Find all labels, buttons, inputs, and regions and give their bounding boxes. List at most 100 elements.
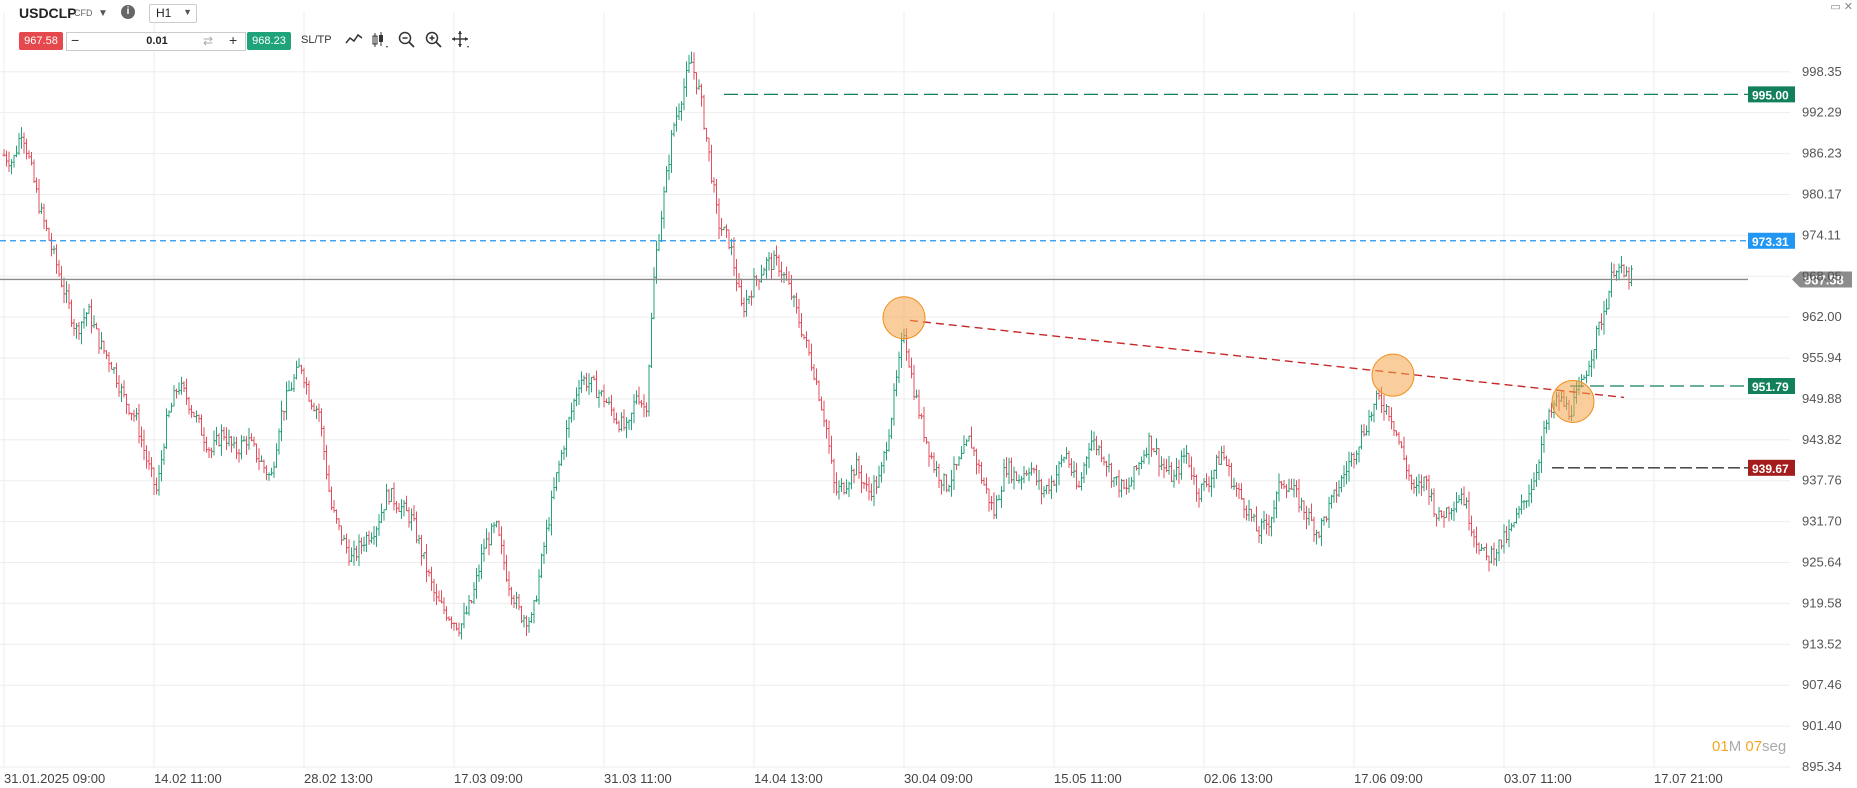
info-icon[interactable]: i bbox=[121, 5, 135, 19]
price-bar bbox=[762, 267, 766, 276]
price-bar bbox=[87, 303, 91, 314]
price-bar bbox=[140, 426, 143, 448]
increase-volume-button[interactable]: + bbox=[229, 32, 238, 48]
price-bar bbox=[107, 352, 111, 373]
price-bar bbox=[300, 364, 303, 374]
crosshair-icon[interactable] bbox=[451, 30, 471, 50]
price-bar bbox=[797, 298, 801, 329]
price-bar bbox=[547, 517, 551, 532]
price-bar bbox=[1032, 467, 1036, 474]
take-profit-tag bbox=[1748, 378, 1795, 395]
price-bar bbox=[1277, 473, 1281, 502]
price-bar bbox=[1307, 508, 1311, 526]
price-bar bbox=[1367, 409, 1371, 436]
price-bar bbox=[1390, 407, 1393, 430]
price-bar bbox=[1540, 436, 1543, 474]
price-bar bbox=[505, 554, 508, 582]
price-bar bbox=[1167, 455, 1171, 475]
price-bar bbox=[745, 289, 748, 317]
symbol-name[interactable]: USDCLP bbox=[19, 5, 77, 21]
price-bar bbox=[1067, 450, 1071, 468]
price-bar bbox=[767, 252, 771, 271]
close-icon[interactable]: ✕ bbox=[1843, 1, 1853, 13]
price-bar bbox=[1507, 519, 1511, 548]
price-bar bbox=[1460, 488, 1463, 505]
price-bar bbox=[875, 476, 878, 495]
price-bar bbox=[400, 499, 403, 520]
price-bar bbox=[1170, 461, 1173, 482]
price-bar bbox=[320, 408, 323, 437]
price-bar bbox=[1425, 475, 1428, 491]
price-bar bbox=[1357, 446, 1361, 463]
decrease-volume-button[interactable]: − bbox=[71, 32, 80, 48]
price-bar bbox=[1027, 467, 1031, 482]
price-bar bbox=[482, 538, 486, 562]
buy-button[interactable]: 968.23 bbox=[247, 32, 291, 50]
volume-stepper[interactable]: − 0.01 ⇄ + bbox=[66, 32, 246, 51]
price-bar bbox=[912, 364, 916, 401]
price-bar bbox=[655, 240, 658, 284]
price-bar bbox=[665, 166, 668, 193]
price-bar bbox=[1000, 486, 1003, 508]
minimize-icon[interactable]: ▭ bbox=[1830, 1, 1841, 13]
sell-button[interactable]: 967.58 bbox=[19, 32, 63, 50]
price-bar bbox=[327, 465, 331, 493]
price-bar bbox=[15, 145, 18, 158]
price-bar bbox=[1147, 432, 1151, 465]
price-bar bbox=[180, 376, 183, 395]
price-bar bbox=[1352, 452, 1356, 469]
timeframe-value: H1 bbox=[156, 6, 172, 20]
price-bar bbox=[240, 435, 243, 460]
price-bar bbox=[935, 461, 938, 477]
line-chart-icon[interactable] bbox=[344, 30, 364, 50]
price-bar bbox=[1267, 514, 1271, 537]
price-bar bbox=[410, 508, 413, 531]
price-bar bbox=[457, 622, 461, 637]
timeframe-select[interactable]: H1 ▼ bbox=[149, 4, 197, 23]
price-bar bbox=[1130, 476, 1133, 487]
price-bar bbox=[1180, 450, 1183, 480]
price-bar bbox=[775, 245, 778, 266]
price-bar bbox=[102, 340, 106, 354]
price-bar bbox=[882, 450, 886, 474]
price-bar bbox=[1485, 543, 1488, 561]
current-price-tag bbox=[1792, 271, 1852, 288]
timer-minutes: 01 bbox=[1712, 738, 1729, 755]
chevron-down-icon[interactable]: ▼ bbox=[98, 8, 108, 19]
price-bar bbox=[475, 567, 478, 599]
price-bar bbox=[55, 244, 58, 274]
price-bar bbox=[782, 271, 786, 284]
candles-icon[interactable] bbox=[370, 30, 390, 50]
price-bar bbox=[750, 290, 753, 306]
zoom-out-icon[interactable] bbox=[397, 30, 417, 50]
swap-icon[interactable]: ⇄ bbox=[203, 34, 214, 48]
zoom-in-icon[interactable] bbox=[424, 30, 444, 50]
y-tick-label: 968.05 bbox=[1802, 268, 1842, 283]
sltp-button[interactable]: SL/TP bbox=[301, 34, 332, 46]
price-bar bbox=[595, 370, 598, 399]
price-bar bbox=[52, 245, 56, 255]
volume-input[interactable]: 0.01 bbox=[146, 35, 168, 47]
price-bar bbox=[862, 481, 866, 489]
price-bar bbox=[870, 483, 873, 501]
price-bar bbox=[1040, 478, 1043, 505]
y-tick-label: 949.88 bbox=[1802, 391, 1842, 406]
price-bar bbox=[740, 278, 743, 306]
price-bar bbox=[210, 447, 213, 459]
price-bar bbox=[512, 594, 516, 608]
instrument-type-label: CFD bbox=[74, 8, 93, 18]
price-bar bbox=[367, 530, 371, 545]
price-bar bbox=[352, 540, 356, 566]
take-profit-tag bbox=[1748, 86, 1795, 103]
price-bar bbox=[392, 482, 396, 511]
price-bar bbox=[925, 436, 928, 445]
price-bar bbox=[255, 443, 258, 463]
price-bar bbox=[540, 553, 543, 579]
price-bar bbox=[1337, 480, 1341, 497]
price-bar bbox=[737, 272, 741, 288]
price-bar bbox=[687, 54, 691, 73]
price-bar bbox=[607, 396, 611, 406]
price-bar bbox=[1087, 442, 1091, 469]
price-bar bbox=[827, 420, 831, 454]
